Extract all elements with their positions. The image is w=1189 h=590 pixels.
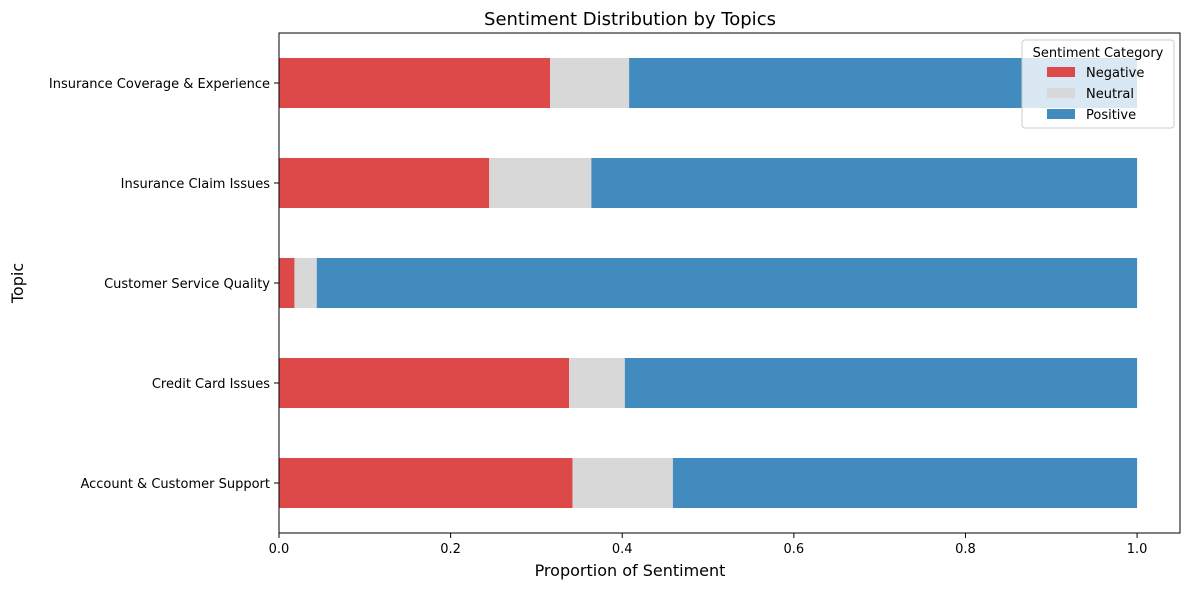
y-tick-label: Insurance Coverage & Experience [49, 77, 270, 92]
y-tick-label: Account & Customer Support [80, 477, 270, 492]
legend-label-neutral: Neutral [1086, 87, 1134, 102]
legend: Sentiment Category Negative Neutral Positiv… [1021, 39, 1175, 129]
x-tick-label: 0.8 [955, 542, 976, 557]
legend-label-negative: Negative [1086, 66, 1144, 81]
bar-positive-2 [316, 258, 1138, 308]
bar-negative-2 [279, 258, 295, 308]
y-tick-label: Insurance Claim Issues [121, 177, 271, 192]
x-tick-label: 0.0 [269, 542, 290, 557]
bar-positive-1 [591, 158, 1138, 208]
legend-swatch-positive [1047, 109, 1075, 119]
bars-group [279, 58, 1138, 508]
chart-title: Sentiment Distribution by Topics [484, 9, 776, 30]
legend-label-positive: Positive [1086, 108, 1136, 123]
bar-negative-0 [279, 58, 551, 108]
x-tick-label: 0.6 [784, 542, 805, 557]
bar-neutral-4 [572, 458, 673, 508]
bar-neutral-3 [569, 358, 625, 408]
y-tick-label: Customer Service Quality [104, 277, 270, 292]
y-tick-label: Credit Card Issues [152, 377, 270, 392]
x-tick-label: 0.4 [612, 542, 633, 557]
bar-negative-3 [279, 358, 570, 408]
legend-box [1021, 39, 1175, 129]
bar-neutral-1 [489, 158, 592, 208]
plot-frame [278, 32, 1181, 534]
bar-negative-4 [279, 458, 573, 508]
bar-neutral-0 [550, 58, 630, 108]
legend-swatch-negative [1047, 67, 1075, 77]
x-tick-label: 1.0 [1127, 542, 1148, 557]
axes-group: Insurance Coverage & Experience Insurance… [49, 32, 1181, 557]
legend-swatch-neutral [1047, 88, 1075, 98]
y-axis-label: Topic [8, 263, 27, 304]
bar-neutral-2 [294, 258, 317, 308]
bar-positive-3 [624, 358, 1138, 408]
bar-negative-1 [279, 158, 490, 208]
x-tick-label: 0.2 [440, 542, 461, 557]
bar-positive-4 [672, 458, 1138, 508]
legend-title: Sentiment Category [1033, 46, 1164, 61]
x-axis-label: Proportion of Sentiment [535, 561, 726, 580]
